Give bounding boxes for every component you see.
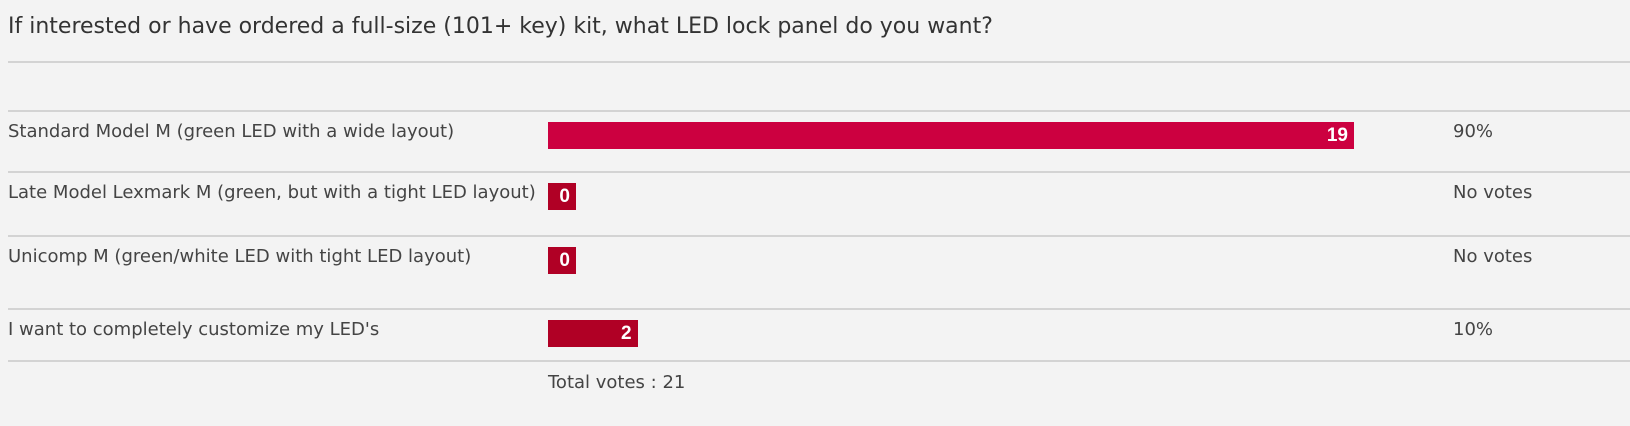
option-percent: No votes xyxy=(1453,182,1533,203)
option-label: Unicomp M (green/white LED with tight LE… xyxy=(8,246,472,267)
divider xyxy=(8,110,1630,112)
option-label: Late Model Lexmark M (green, but with a … xyxy=(8,182,536,203)
divider xyxy=(8,61,1630,63)
option-label: I want to completely customize my LED's xyxy=(8,319,380,340)
poll-question: If interested or have ordered a full-siz… xyxy=(8,14,993,39)
option-label: Standard Model M (green LED with a wide … xyxy=(8,121,455,142)
option-percent: 10% xyxy=(1453,319,1494,340)
option-percent: No votes xyxy=(1453,246,1533,267)
vote-bar: 0 xyxy=(548,247,576,274)
total-votes: Total votes : 21 xyxy=(548,372,686,393)
vote-bar: 2 xyxy=(548,320,638,347)
option-percent: 90% xyxy=(1453,121,1494,142)
vote-bar: 0 xyxy=(548,183,576,210)
vote-bar: 19 xyxy=(548,122,1354,149)
divider xyxy=(8,360,1630,362)
divider xyxy=(8,308,1630,310)
divider xyxy=(8,171,1630,173)
divider xyxy=(8,235,1630,237)
